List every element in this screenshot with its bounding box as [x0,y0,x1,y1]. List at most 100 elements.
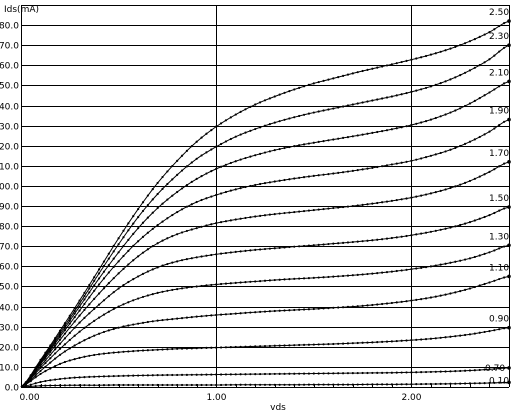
y-tick-label: 50.0 [0,283,19,293]
data-point [97,283,101,286]
data-point [298,176,301,179]
data-point [278,147,281,151]
data-point [429,337,433,340]
data-point [137,349,140,352]
data-point [429,265,433,268]
data-point [376,341,379,344]
data-point [83,302,86,306]
data-point [151,268,154,271]
data-point [507,19,511,23]
y-tick-label: 120.0 [0,143,19,153]
data-point [288,309,291,312]
data-point [507,160,511,164]
data-point [293,308,296,312]
data-point [410,339,413,342]
data-point [127,263,130,266]
y-tick-label: 60.0 [0,263,19,273]
data-point [117,305,120,308]
data-point [249,373,252,376]
data-point [29,385,32,388]
data-point [249,184,252,188]
data-point [112,383,115,387]
data-point [83,375,86,379]
data-point [376,201,379,205]
series-label-2.10: 2.10 [489,68,509,78]
data-point [224,373,228,376]
data-point [288,117,291,120]
data-point [293,277,296,280]
data-point [444,293,447,296]
y-tick-label: 10.0 [0,364,19,374]
data-point [273,383,276,386]
data-point [400,60,403,64]
data-point [102,313,106,316]
data-point [298,383,301,386]
data-point [210,253,213,257]
y-tick-label: 160.0 [0,62,19,72]
data-point [210,170,213,173]
data-point [488,31,491,34]
data-point [498,85,501,88]
data-point [400,371,403,374]
data-point [507,243,511,248]
data-point [434,264,437,267]
data-point [283,344,286,347]
data-point [322,79,325,82]
series-layer [20,19,511,388]
y-tick-label: 140.0 [0,103,19,113]
data-point [180,231,184,234]
series-label-2.30: 2.30 [489,32,509,42]
data-point [244,373,247,376]
data-point [161,383,164,387]
data-point [249,249,252,252]
data-point [424,54,428,58]
data-point [263,344,267,348]
data-point [151,293,154,296]
data-point [122,236,125,239]
data-point [112,257,115,260]
data-point [97,316,101,319]
data-point [478,175,481,178]
data-point [39,380,42,384]
data-point [351,240,354,244]
data-point [176,383,179,387]
data-point [381,201,384,204]
data-point [176,260,179,263]
data-point [337,383,340,386]
data-point [376,272,379,275]
data-point [88,312,91,315]
data-point [493,367,496,371]
data-point [341,274,345,278]
data-point [473,219,476,222]
data-point [146,231,149,234]
data-point [219,142,223,146]
data-point [332,172,335,175]
data-point [288,211,291,214]
data-point [224,119,228,122]
data-point [107,264,110,267]
data-point [195,157,198,160]
data-point [493,329,496,332]
data-point [488,91,491,94]
data-point [88,336,91,339]
data-point [137,297,140,300]
data-point [190,203,193,206]
data-point [63,329,67,332]
data-point [166,237,169,240]
data-point [420,298,423,301]
data-point [332,275,335,278]
data-point [73,357,76,361]
data-point [107,383,110,387]
data-point [390,270,393,273]
data-point [327,275,330,279]
data-point [63,350,67,353]
data-point [507,325,511,330]
data-point [146,374,149,377]
data-point [132,215,135,218]
data-point [351,372,354,375]
data-point [195,177,198,181]
data-point [268,310,271,313]
data-point [429,118,433,121]
data-point [190,285,193,289]
data-point [420,338,423,341]
